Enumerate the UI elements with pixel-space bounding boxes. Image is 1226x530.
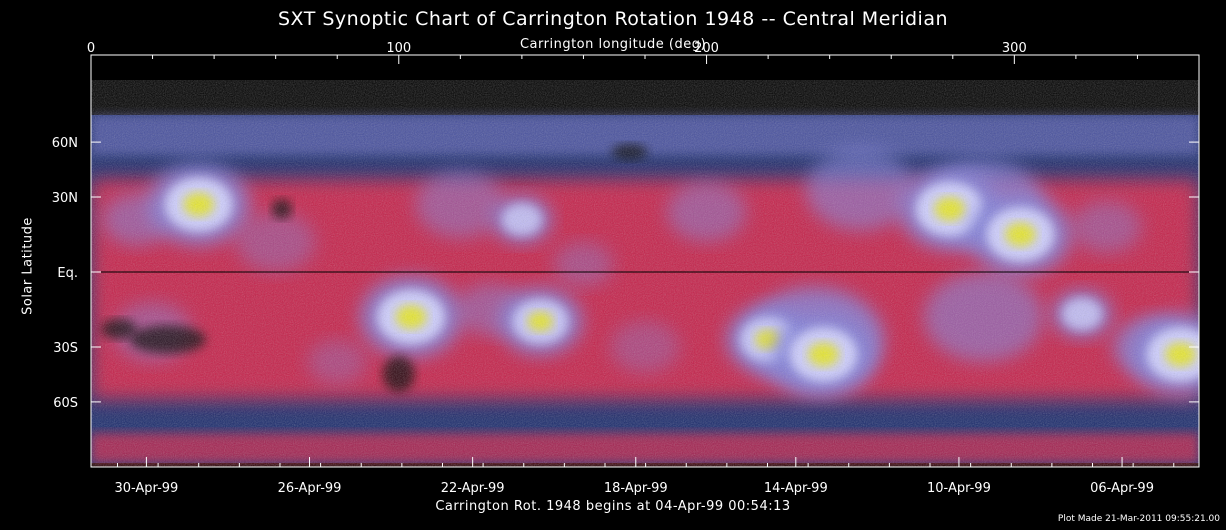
left-axis-tick-label: 30N	[52, 191, 78, 206]
bottom-axis-tick-label: 10-Apr-99	[927, 481, 991, 496]
bottom-axis-label: Carrington Rot. 1948 begins at 04-Apr-99…	[435, 499, 791, 514]
top-axis-tick-label: 100	[386, 41, 411, 56]
left-axis-tick-label: Eq.	[57, 266, 78, 281]
bottom-axis-tick-label: 18-Apr-99	[604, 481, 668, 496]
synoptic-map	[91, 115, 1199, 463]
left-axis-tick-label: 60N	[52, 136, 78, 151]
bottom-axis-tick-label: 06-Apr-99	[1090, 481, 1154, 496]
top-axis-tick-label: 200	[694, 41, 719, 56]
left-axis-tick-label: 60S	[53, 396, 78, 411]
bottom-axis-tick-label: 14-Apr-99	[764, 481, 828, 496]
top-axis-tick-label: 300	[1002, 41, 1027, 56]
top-axis-label: Carrington longitude (deg)	[519, 37, 707, 52]
axes: 0 100 200 300 60N 30N Eq. 30S 60S 30-Apr-99 26-Apr…	[52, 41, 1200, 496]
bottom-axis-tick-label: 26-Apr-99	[278, 481, 342, 496]
plot-made-note: Plot Made 21-Mar-2011 09:55:21.00	[1057, 514, 1220, 524]
bottom-axis-tick-label: 30-Apr-99	[114, 481, 178, 496]
noise-texture	[91, 115, 1199, 463]
chart-title: SXT Synoptic Chart of Carrington Rotatio…	[277, 8, 949, 30]
bottom-axis-tick-label: 22-Apr-99	[441, 481, 505, 496]
left-axis-tick-label: 30S	[53, 341, 78, 356]
top-axis-tick-label: 0	[87, 41, 95, 56]
